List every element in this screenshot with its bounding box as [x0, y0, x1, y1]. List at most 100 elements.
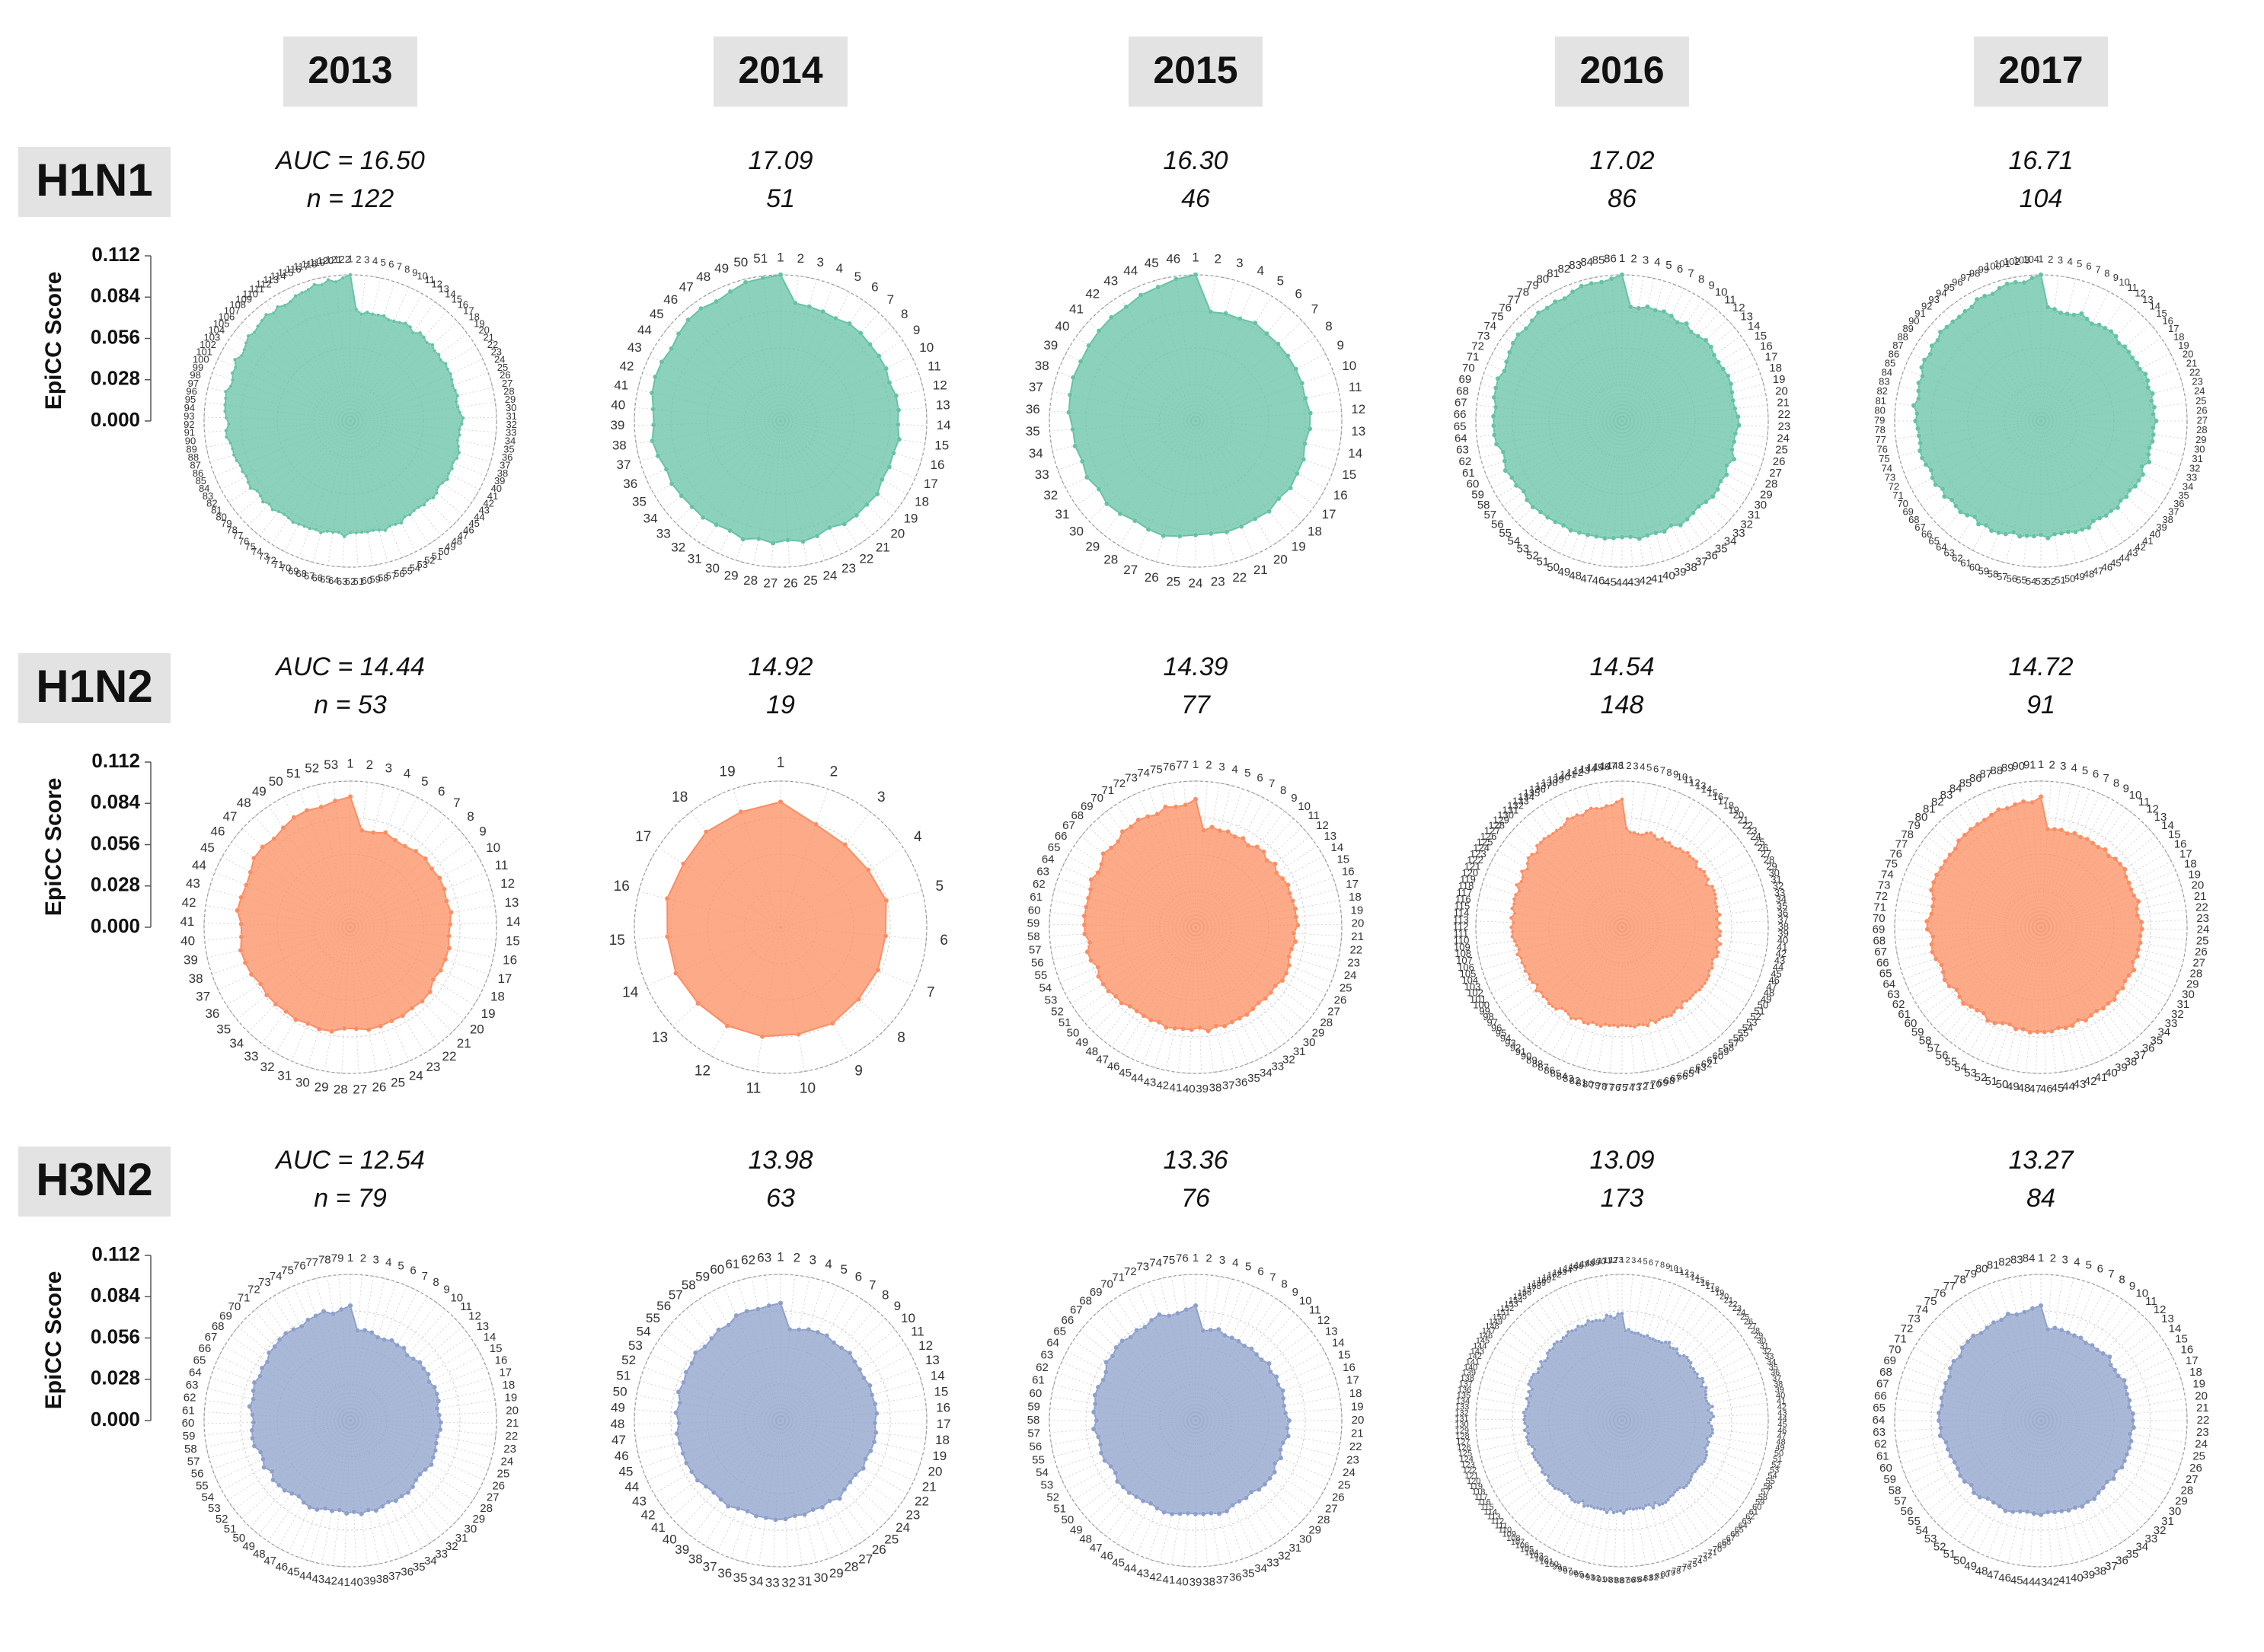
category-label: 29	[315, 1080, 329, 1094]
radar-point	[1522, 1418, 1527, 1422]
radar-point	[1134, 1008, 1140, 1014]
category-label: 24	[822, 569, 837, 583]
radar-point	[2126, 1445, 2132, 1451]
radar-point	[1540, 1465, 1545, 1470]
radar-point	[689, 504, 695, 510]
radar-point	[238, 463, 243, 468]
radar-point	[1736, 423, 1742, 429]
radar-point	[403, 321, 408, 326]
category-label: 17	[1346, 1374, 1359, 1387]
category-label: 13	[1324, 830, 1336, 843]
category-label: 69	[1873, 923, 1886, 936]
radar-point	[238, 921, 244, 927]
category-label: 104	[208, 324, 225, 336]
radar-point	[1108, 845, 1114, 851]
category-label: 3	[364, 254, 369, 266]
category-label: 71	[1644, 1080, 1655, 1091]
category-label: 8	[467, 809, 474, 824]
category-label: 55	[1908, 1515, 1921, 1528]
category-label: 34	[1029, 446, 1043, 461]
radar-point	[223, 396, 228, 400]
category-label: 46	[1107, 1060, 1120, 1073]
radar-point	[813, 821, 819, 828]
radar-point	[1694, 1466, 1699, 1471]
category-label: 74	[251, 546, 262, 557]
category-label: 41	[2142, 535, 2153, 547]
category-label: 47	[2093, 565, 2103, 576]
radar-point	[742, 279, 749, 285]
radar-point	[1095, 869, 1101, 875]
category-label: 66	[1454, 408, 1467, 421]
radar-point	[1716, 950, 1720, 955]
category-label: 78	[1672, 1567, 1681, 1576]
category-label: 60	[1713, 1051, 1723, 1062]
radar-point	[1205, 1028, 1212, 1034]
radar-point	[677, 1440, 683, 1446]
radar-point	[875, 967, 881, 973]
category-label: 32	[445, 1540, 458, 1553]
category-label: 33	[1774, 887, 1785, 898]
radar-point	[1703, 874, 1707, 879]
radar-point	[1942, 493, 1947, 499]
category-label: 78	[1516, 285, 1529, 298]
radar-point	[2151, 404, 2157, 410]
radar-point	[1531, 1451, 1535, 1456]
radar-point	[1594, 806, 1599, 811]
category-label: 48	[610, 1417, 624, 1431]
category-label: 19	[932, 1449, 947, 1463]
category-label: 8	[1698, 273, 1704, 285]
category-label: 9	[1708, 279, 1714, 292]
category-label: 29	[2175, 1494, 2188, 1507]
radar-point	[689, 1469, 695, 1475]
radar-point	[1545, 1356, 1550, 1360]
year-header-label: 2017	[1998, 49, 2083, 91]
radar-point	[296, 1493, 302, 1499]
category-label: 50	[1547, 561, 1560, 574]
category-label: 70	[1650, 1078, 1661, 1089]
radar-point	[2130, 1411, 2136, 1417]
category-label: 81	[1576, 1076, 1586, 1088]
radar-point	[312, 282, 317, 287]
category-label: 39	[1196, 1083, 1209, 1095]
radar-point	[1224, 1508, 1230, 1514]
radar-point	[1731, 456, 1737, 462]
category-label: 82	[1998, 1255, 2011, 1268]
category-label: 73	[1908, 1312, 1921, 1325]
radar-point	[1938, 866, 1944, 872]
category-label: 38	[189, 971, 203, 986]
radar-point	[841, 1486, 848, 1492]
radar-point	[258, 493, 263, 498]
radar-point	[1640, 833, 1644, 837]
subtype-label-h1n2: H1N2	[18, 653, 171, 723]
category-label: 39	[2115, 1061, 2128, 1074]
category-label: 5	[381, 257, 386, 268]
panel-auc-label: 13.98	[748, 1146, 813, 1175]
radar-point	[330, 1311, 336, 1317]
category-label: 30	[1757, 1337, 1766, 1346]
subtype-box	[18, 653, 171, 723]
radar-point	[1098, 1450, 1104, 1456]
radar-point	[1134, 1328, 1140, 1334]
radar-point	[1706, 877, 1710, 882]
category-label: 11	[1675, 1266, 1683, 1275]
category-label: 163	[1553, 1268, 1566, 1277]
category-label: 37	[196, 990, 210, 1004]
radar-point	[1688, 996, 1692, 1000]
category-label: 54	[1039, 981, 1052, 994]
category-label: 89	[186, 443, 196, 454]
category-label: 12	[1732, 301, 1745, 314]
category-label: 18	[1723, 799, 1734, 811]
radar-point	[2112, 856, 2119, 862]
radar-point	[455, 456, 459, 461]
category-label: 41	[1170, 1081, 1183, 1094]
category-label: 23	[426, 1060, 440, 1074]
category-label: 89	[1608, 1576, 1617, 1585]
radar-point	[650, 438, 656, 444]
category-label: 104	[1525, 1548, 1538, 1558]
category-label: 1	[1193, 758, 1199, 771]
category-label: 36	[502, 451, 513, 463]
category-label: 53	[417, 559, 427, 570]
category-label: 5	[421, 774, 428, 789]
radar-point	[238, 947, 244, 953]
